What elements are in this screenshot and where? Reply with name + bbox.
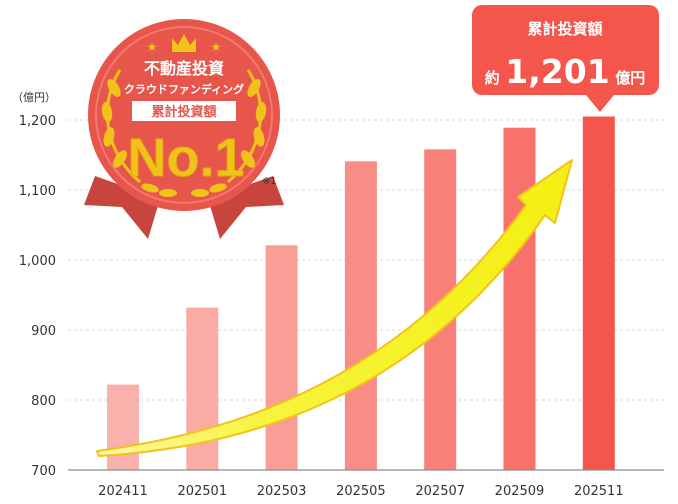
bar-202503	[265, 245, 298, 470]
callout-box	[472, 5, 659, 95]
y-tick-label: 1,000	[19, 254, 56, 269]
badge-label-box	[132, 101, 236, 121]
badge-line2: クラウドファンディング	[124, 82, 244, 96]
x-axis-ticks: 202411 202501 202503 202505 202507 202509 2025…	[98, 484, 623, 499]
callout-pointer	[586, 95, 614, 112]
y-tick-label: 1,200	[19, 114, 56, 129]
x-tick-label: 202503	[257, 484, 307, 499]
y-tick-label: 1,100	[19, 184, 56, 199]
y-axis-unit-label: （億円）	[12, 91, 56, 104]
bar-202509	[503, 127, 536, 470]
y-tick-label: 900	[31, 324, 56, 339]
badge-inner-ring	[95, 26, 273, 204]
x-tick-label: 202505	[336, 484, 386, 499]
x-tick-label: 202501	[177, 484, 227, 499]
y-axis-ticks: 700 800 900 1,000 1,100 1,200	[19, 114, 56, 479]
callout-unit: 億円	[615, 69, 645, 87]
x-tick-label: 202507	[415, 484, 465, 499]
no1-award-badge: ★ ★ 不動産投資 クラウドファンディング 累計投資額 No.1 ※1	[84, 19, 284, 239]
x-tick-label: 202411	[98, 484, 148, 499]
callout-prefix: 約	[485, 69, 500, 87]
callout-amount: 約 1,201 億円	[485, 52, 646, 91]
bar-202411	[107, 384, 139, 470]
x-tick-label: 202509	[495, 484, 545, 499]
callout-title: 累計投資額	[527, 20, 602, 38]
badge-label: 累計投資額	[151, 104, 216, 120]
badge-rank: No.1	[127, 128, 244, 188]
bar-202511	[582, 116, 615, 470]
crown-icon	[172, 34, 196, 52]
star-icon-right: ★	[211, 40, 222, 54]
badge-ribbon-left	[84, 176, 160, 239]
laurel-leaves	[101, 78, 267, 197]
badge-line1: 不動産投資	[144, 59, 224, 78]
star-icon-left: ★	[147, 40, 158, 54]
total-investment-callout: 累計投資額 約 1,201 億円	[472, 5, 659, 112]
badge-footnote: ※1	[262, 176, 277, 187]
bar-202505	[344, 161, 377, 471]
x-tick-label: 202511	[574, 484, 624, 499]
trend-arrow	[96, 159, 573, 457]
y-tick-label: 800	[31, 394, 56, 409]
y-tick-label: 700	[31, 464, 56, 479]
callout-value: 1,201	[505, 52, 609, 91]
badge-ribbon-right	[208, 176, 284, 239]
